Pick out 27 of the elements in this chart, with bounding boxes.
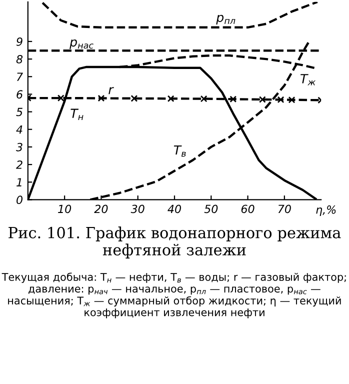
y-tick-label: 7 <box>17 72 23 81</box>
x-tick-label: 30 <box>130 204 144 214</box>
y-tick-label: 5 <box>16 108 22 116</box>
y-tick-label: 2 <box>16 160 22 169</box>
text: Рис. 101. График водонапорного режима нефтяной залежи <box>8 226 341 258</box>
series-label: p$_{пл}$ <box>216 14 236 24</box>
x-tick-label: 70 <box>278 204 291 214</box>
x-tick-label: 10 <box>58 204 72 214</box>
series-label: T$_{ж}$ <box>300 74 316 86</box>
series-label: T$_{в}$ <box>174 145 186 157</box>
x-tick-label: 20 <box>94 204 108 214</box>
x-tick-label: 40 <box>168 204 182 214</box>
y-tick-label: 3 <box>16 142 22 152</box>
x-axis-title: η,% <box>316 205 336 216</box>
y-tick-label: 8 <box>16 55 23 64</box>
series-label: p$_{нас}$ <box>70 39 94 50</box>
y-tick-label: 9 <box>16 37 22 46</box>
y-tick-label: 0 <box>16 196 22 204</box>
text: Текущая добыча: T$_{н}$ — нефти, T$_{в}$ — воды; r — газовый фактор; давление: p$_{нач}$ — начальное, p$_{пл}$ — пластовое, p$_{нас}$ — насыщения; T$_{ж}$ — суммарный отбор жидкости; η — текущий коэффициент извлечения нефти <box>2 272 346 318</box>
y-tick-label: 1 <box>16 178 22 186</box>
y-tick-label: 6 <box>16 90 23 99</box>
series-label: T$_{н}$ <box>70 108 84 120</box>
x-tick-label: 50 <box>204 204 218 214</box>
series-label: r <box>108 87 114 94</box>
y-tick-label: 4 <box>16 125 22 134</box>
line-series <box>41 2 319 29</box>
x-tick-label: 60 <box>241 204 254 214</box>
